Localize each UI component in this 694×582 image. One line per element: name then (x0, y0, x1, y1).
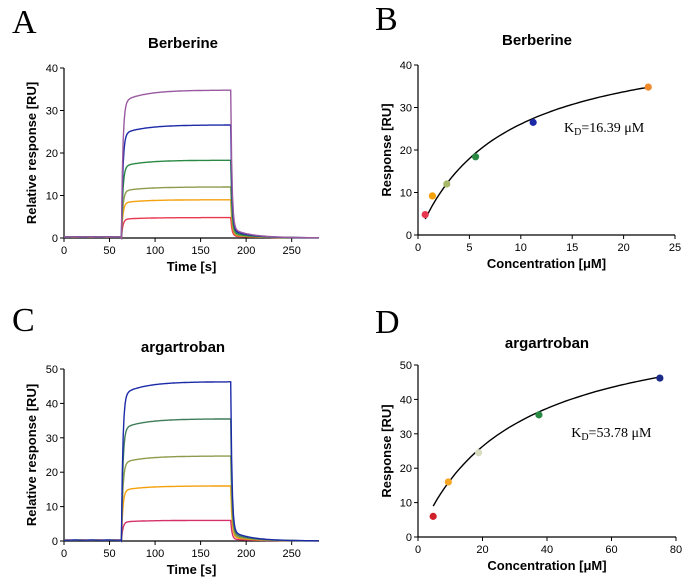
y-tick-label: 20 (46, 467, 58, 479)
x-tick-label: 150 (191, 548, 209, 560)
kd-subscript: D (574, 127, 581, 138)
y-axis-label: Relative response [RU] (24, 384, 39, 526)
data-point (443, 180, 451, 188)
x-tick-label: 20 (476, 544, 488, 556)
y-tick-label: 10 (46, 502, 58, 514)
y-tick-label: 10 (400, 498, 412, 510)
series-line (64, 216, 319, 240)
x-tick-label: 50 (103, 245, 115, 257)
y-tick-label: 20 (400, 145, 412, 157)
x-tick-label: 25 (669, 242, 681, 254)
x-tick-label: 150 (191, 245, 209, 257)
fit-curve (424, 86, 649, 220)
y-tick-label: 0 (406, 532, 412, 544)
x-tick-label: 100 (146, 245, 164, 257)
series-line (63, 124, 319, 240)
x-axis-label: Concentration [μM] (487, 558, 606, 573)
x-tick-label: 5 (466, 242, 472, 254)
x-tick-label: 200 (237, 245, 255, 257)
series-line (63, 89, 319, 241)
kd-value: =16.39 μM (581, 121, 644, 136)
kd-symbol: K (564, 121, 574, 136)
chart-title: Berberine (148, 35, 218, 52)
x-tick-label: 250 (282, 245, 300, 257)
y-tick-label: 20 (46, 148, 58, 160)
data-point (644, 83, 652, 91)
data-point (444, 478, 452, 486)
kd-symbol: K (571, 426, 581, 441)
fit-curve (432, 376, 661, 507)
panel-letter: B (375, 1, 398, 38)
kd-subscript: D (581, 432, 588, 443)
y-tick-label: 40 (46, 63, 58, 75)
panel-letter: D (375, 304, 400, 341)
series-line (64, 381, 319, 543)
x-tick-label: 20 (617, 242, 629, 254)
series-line (63, 159, 319, 240)
y-tick-label: 30 (400, 103, 412, 115)
y-tick-label: 20 (400, 463, 412, 475)
x-axis-label: Time [s] (167, 259, 217, 274)
panel-letter: C (12, 302, 35, 339)
y-tick-label: 30 (400, 429, 412, 441)
data-point (471, 153, 480, 161)
data-point (421, 211, 429, 219)
data-point (535, 411, 543, 419)
y-tick-label: 0 (52, 536, 58, 548)
series-line (64, 199, 319, 240)
data-point (475, 449, 483, 457)
data-point (428, 192, 436, 200)
x-tick-label: 10 (515, 242, 527, 254)
y-axis-label: Relative response [RU] (24, 82, 39, 224)
y-tick-label: 40 (400, 60, 412, 72)
x-tick-label: 0 (61, 548, 67, 560)
x-tick-label: 0 (415, 544, 421, 556)
y-tick-label: 30 (46, 106, 58, 118)
y-axis-label: Response [RU] (379, 404, 394, 497)
y-tick-label: 0 (406, 230, 412, 242)
kd-annotation: KD=53.78 μM (571, 426, 652, 443)
x-axis-label: Time [s] (167, 562, 217, 577)
x-tick-label: 100 (146, 548, 164, 560)
x-tick-label: 0 (415, 242, 421, 254)
y-tick-label: 40 (46, 398, 58, 410)
series-line (64, 186, 319, 240)
y-tick-label: 10 (400, 188, 412, 200)
y-tick-label: 50 (46, 364, 58, 376)
data-point (656, 374, 664, 382)
x-tick-label: 80 (670, 544, 682, 556)
panel-letter: A (12, 4, 37, 41)
series-line (63, 455, 319, 543)
panel-a: A Berberine 0 10 20 30 40 0 50 100 150 200 250 Time [… (12, 4, 319, 274)
y-tick-label: 0 (52, 233, 58, 245)
series-line (63, 485, 319, 543)
data-point (529, 118, 537, 126)
x-tick-label: 0 (61, 245, 67, 257)
chart-title: argartroban (505, 335, 589, 352)
y-axis-label: Response [RU] (379, 103, 394, 196)
y-tick-label: 40 (400, 394, 412, 406)
series-line (64, 519, 319, 543)
data-point (429, 512, 437, 520)
y-tick-label: 50 (400, 360, 412, 372)
x-axis-label: Concentration [μM] (487, 256, 606, 271)
kd-annotation: KD=16.39 μM (564, 121, 645, 138)
x-tick-label: 15 (566, 242, 578, 254)
y-tick-label: 10 (46, 191, 58, 203)
x-tick-label: 50 (103, 548, 115, 560)
x-tick-label: 250 (282, 548, 300, 560)
chart-title: argartroban (141, 339, 225, 356)
kd-value: =53.78 μM (589, 426, 652, 441)
y-tick-label: 30 (46, 433, 58, 445)
x-tick-label: 60 (605, 544, 617, 556)
panel-b: B Berberine 0 10 20 30 40 0 5 10 15 20 25 Concentrati… (375, 1, 681, 271)
x-tick-label: 200 (237, 548, 255, 560)
series-line (63, 418, 319, 543)
x-tick-label: 40 (541, 544, 553, 556)
chart-title: Berberine (502, 32, 572, 49)
